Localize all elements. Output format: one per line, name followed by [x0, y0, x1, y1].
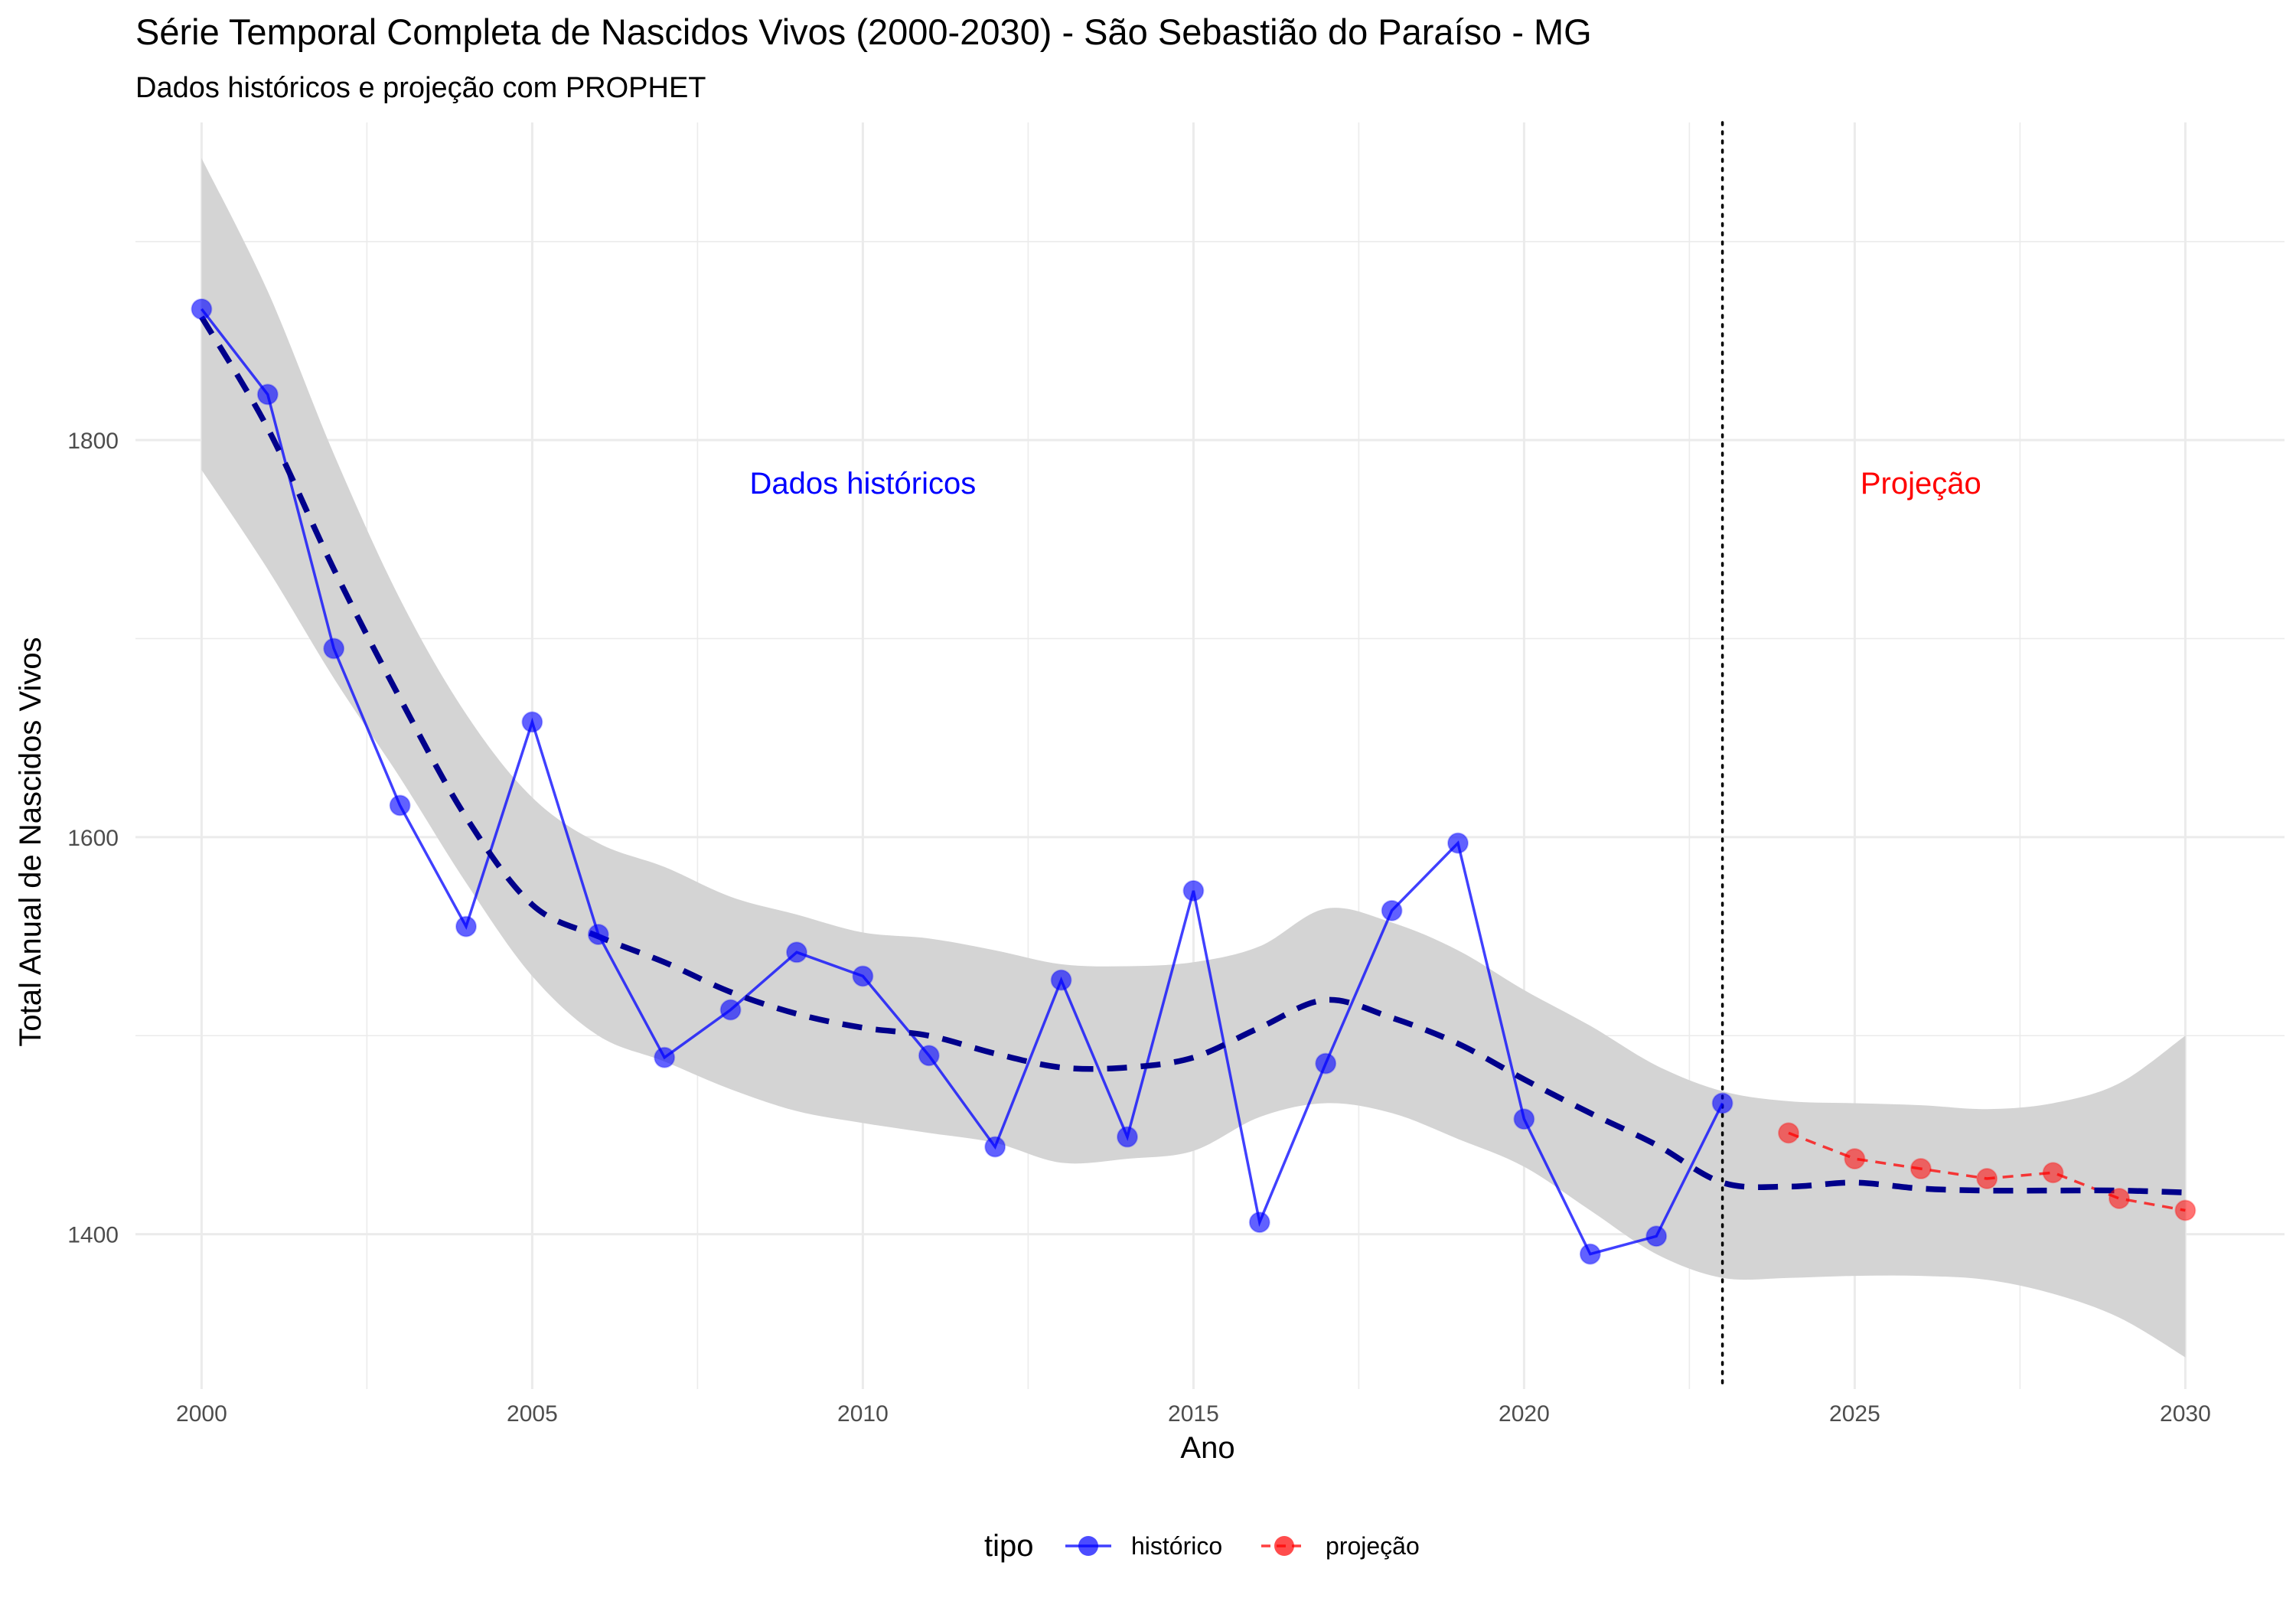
data-point: [2174, 1199, 2197, 1221]
legend-label: histórico: [1131, 1532, 1222, 1560]
chart-subtitle: Dados históricos e projeção com PROPHET: [135, 72, 706, 104]
data-point: [2108, 1187, 2130, 1209]
data-point: [1117, 1126, 1138, 1148]
y-tick-label: 1400: [67, 1223, 119, 1248]
y-axis-title: Total Anual de Nascidos Vivos: [14, 637, 47, 1046]
data-point: [587, 923, 609, 945]
data-point: [1579, 1243, 1601, 1265]
data-point: [191, 298, 213, 320]
data-point: [1050, 969, 1072, 991]
annotation-historical: Dados históricos: [750, 467, 977, 501]
axis-layer: 2000 2005 2010 2015 2020 2025 2030 1400 1600 1800: [67, 429, 2211, 1427]
data-point: [455, 915, 477, 938]
data-point: [786, 941, 807, 964]
x-tick-label: 2030: [2160, 1401, 2211, 1427]
data-point: [2042, 1162, 2064, 1184]
data-point: [654, 1046, 676, 1068]
data-point: [1711, 1092, 1733, 1114]
x-axis-title: Ano: [1180, 1431, 1234, 1465]
data-point: [719, 999, 742, 1021]
x-tick-label: 2020: [1499, 1401, 1550, 1427]
annotation-layer: Dados históricos Projeção: [750, 467, 1981, 501]
data-point: [1778, 1122, 1799, 1144]
data-point: [323, 638, 345, 660]
legend-title: tipo: [984, 1529, 1034, 1563]
data-point: [1182, 879, 1205, 902]
legend: tipo histórico projeção: [984, 1529, 1420, 1563]
legend-key-point: [1078, 1536, 1098, 1556]
data-point: [1248, 1212, 1270, 1234]
data-point: [1910, 1158, 1932, 1180]
data-point: [1315, 1052, 1337, 1075]
data-point: [1513, 1108, 1535, 1130]
y-tick-label: 1600: [67, 826, 119, 851]
series-line-historico: [201, 308, 1724, 1256]
legend-label: projeção: [1326, 1532, 1420, 1560]
data-point: [1447, 832, 1469, 854]
data-point: [1381, 899, 1403, 921]
confidence-band: [201, 158, 2186, 1358]
legend-key-point: [1274, 1536, 1294, 1556]
data-point: [521, 711, 543, 733]
data-point: [389, 794, 411, 817]
data-point: [256, 383, 279, 406]
x-tick-label: 2010: [837, 1401, 889, 1427]
x-tick-label: 2005: [507, 1401, 558, 1427]
x-tick-label: 2025: [1829, 1401, 1880, 1427]
y-tick-label: 1800: [67, 429, 119, 454]
trend-layer: [199, 315, 2186, 1195]
x-tick-label: 2015: [1168, 1401, 1219, 1427]
confidence-band-layer: [201, 158, 2186, 1358]
data-point: [1844, 1148, 1866, 1170]
data-point: [1645, 1225, 1668, 1247]
chart-title: Série Temporal Completa de Nascidos Vivo…: [135, 11, 1592, 52]
x-tick-label: 2000: [176, 1401, 227, 1427]
data-point: [852, 965, 874, 987]
data-point: [1976, 1168, 1998, 1190]
trend-line: [199, 315, 2186, 1195]
data-point: [984, 1136, 1006, 1158]
data-point: [918, 1045, 940, 1067]
point-layer: [191, 298, 2197, 1265]
annotation-projection: Projeção: [1861, 467, 1981, 501]
